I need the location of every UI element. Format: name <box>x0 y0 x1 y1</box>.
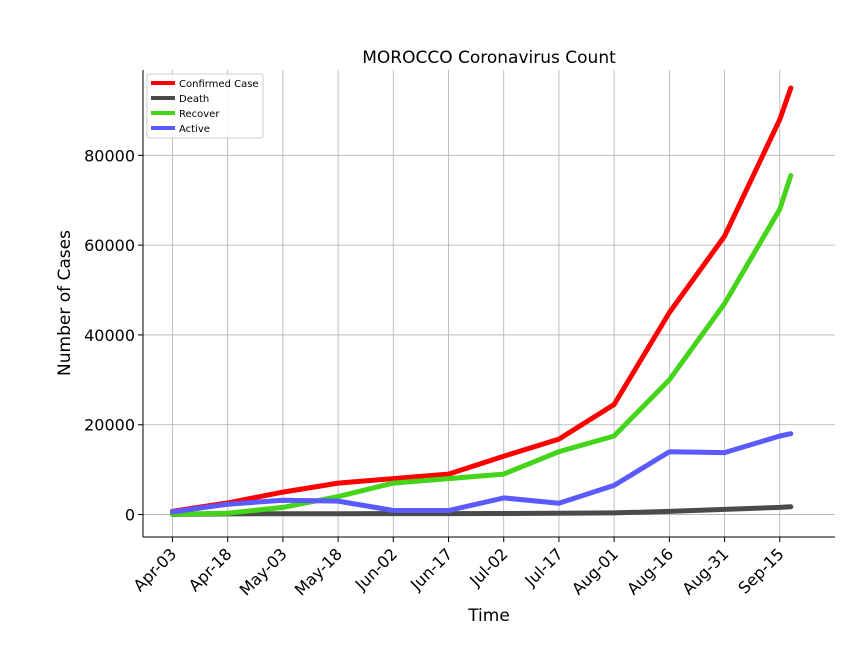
series-line-active <box>169 431 794 515</box>
legend-box <box>146 73 264 139</box>
y-tick-label: 40000 <box>84 326 135 345</box>
x-tick-label: Jun-17 <box>406 544 456 594</box>
chart-title: MOROCCO Coronavirus Count <box>362 48 616 68</box>
x-tick-label: May-18 <box>291 544 346 599</box>
x-tick-label: Jun-02 <box>351 544 401 594</box>
series-line-confirmed-case <box>169 85 794 514</box>
x-tick-label: Aug-01 <box>568 544 622 598</box>
legend-label: Death <box>179 94 209 105</box>
tick-labels: 0 20000 40000 60000 80000 Apr-03 Apr-18 May-03 M… <box>84 146 788 599</box>
series-lines <box>169 85 794 517</box>
y-axis-title: Number of Cases <box>55 230 75 376</box>
legend-label: Active <box>179 124 210 135</box>
x-tick-label: Aug-31 <box>678 544 732 598</box>
legend-label: Recover <box>179 109 220 120</box>
series-line-death <box>169 504 794 517</box>
x-tick-label: Jul-17 <box>520 544 566 590</box>
series-line-recover <box>169 173 794 517</box>
y-tick-label: 60000 <box>84 236 135 255</box>
legend-label: Confirmed Case <box>179 79 259 90</box>
axes <box>142 70 835 538</box>
y-tick-label: 20000 <box>84 416 135 435</box>
x-axis-title: Time <box>467 606 510 626</box>
x-tick-label: Aug-16 <box>623 544 677 598</box>
x-tick-label: Apr-03 <box>130 544 181 595</box>
y-tick-label: 80000 <box>84 146 135 165</box>
legend: Confirmed Case Death Recover Active <box>146 73 264 139</box>
grid-lines <box>143 70 835 537</box>
x-tick-label: Apr-18 <box>185 544 236 595</box>
x-tick-label: Sep-15 <box>734 544 787 597</box>
x-tick-label: May-03 <box>236 544 291 599</box>
y-tick-label: 0 <box>125 506 135 525</box>
x-tick-label: Jul-02 <box>465 544 511 590</box>
